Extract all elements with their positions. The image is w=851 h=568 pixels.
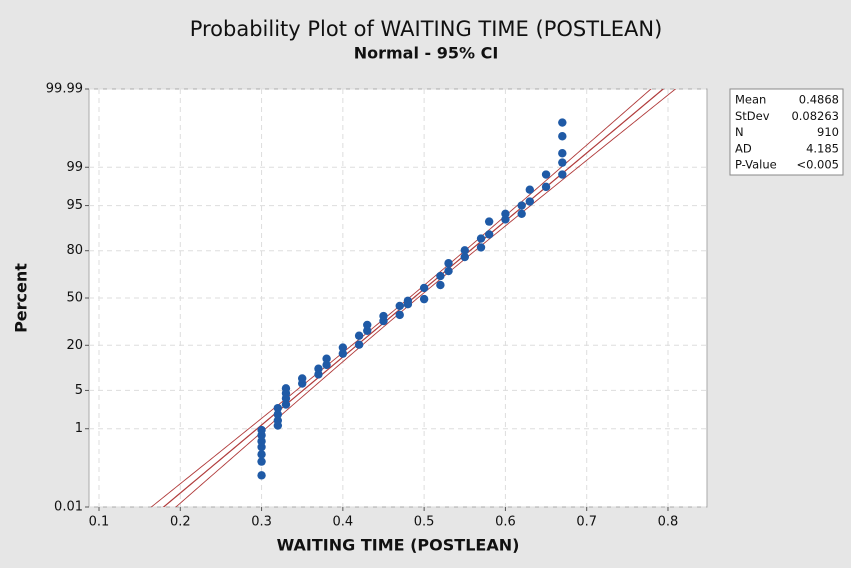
x-tick-label: 0.7	[576, 515, 597, 530]
y-tick-label: 1	[75, 421, 83, 436]
data-point	[476, 243, 486, 252]
data-point	[436, 271, 445, 281]
x-tick-label: 0.4	[333, 515, 354, 530]
data-point	[476, 234, 486, 243]
data-point	[517, 201, 526, 210]
data-point	[338, 343, 348, 352]
y-tick-label: 95	[66, 198, 83, 213]
chart-title: Probability Plot of WAITING TIME (POSTLE…	[190, 17, 663, 41]
data-point	[444, 266, 453, 276]
data-point	[395, 310, 404, 320]
plot-layer	[150, 89, 677, 507]
chart-subtitle: Normal - 95% CI	[354, 44, 499, 63]
x-tick-label: 0.2	[170, 515, 191, 530]
data-point	[363, 320, 372, 330]
stats-box	[729, 88, 844, 176]
data-point	[558, 158, 567, 167]
data-point	[273, 410, 283, 419]
data-point	[525, 197, 535, 206]
data-point	[257, 450, 266, 459]
data-point	[257, 457, 266, 466]
y-tick-label: 80	[66, 243, 83, 258]
x-tick-label: 0.3	[251, 515, 272, 530]
data-point	[281, 384, 291, 393]
data-point	[395, 301, 404, 311]
data-point	[517, 209, 526, 218]
data-point	[541, 170, 551, 179]
y-tick-label: 99.99	[46, 82, 83, 97]
data-point	[541, 182, 551, 192]
data-point	[281, 400, 291, 409]
data-point	[257, 442, 266, 452]
data-point	[322, 354, 331, 363]
data-point	[436, 280, 445, 290]
stat-value: <0.005	[796, 158, 839, 172]
data-point	[460, 246, 469, 255]
stat-label: N	[735, 125, 744, 139]
data-point	[419, 283, 429, 293]
y-tick-label: 0.01	[54, 500, 83, 515]
data-point	[354, 340, 364, 349]
y-tick-label: 20	[66, 338, 83, 353]
x-tick-label: 0.8	[658, 515, 679, 530]
data-point	[314, 364, 323, 373]
data-point	[379, 311, 388, 321]
stat-label: AD	[735, 141, 752, 155]
stat-value: 0.4868	[799, 93, 839, 107]
stat-label: Mean	[735, 93, 766, 107]
data-point	[444, 259, 453, 268]
fit-line	[162, 89, 665, 507]
data-point	[257, 437, 266, 446]
data-point	[273, 403, 283, 413]
data-point	[298, 374, 307, 383]
data-point	[363, 326, 372, 335]
data-point	[338, 349, 348, 358]
y-tick-label: 99	[66, 160, 83, 175]
data-point	[419, 294, 429, 304]
stat-label: StDev	[735, 109, 770, 123]
data-point	[558, 132, 567, 141]
data-point	[525, 185, 535, 194]
data-point	[484, 217, 494, 226]
data-point	[558, 118, 567, 127]
y-tick-label: 50	[66, 291, 83, 306]
data-point	[484, 230, 494, 239]
x-tick-label: 0.1	[89, 515, 110, 530]
x-tick-label: 0.6	[495, 515, 516, 530]
data-point	[403, 296, 413, 306]
x-tick-label: 0.5	[414, 515, 435, 530]
stat-value: 4.185	[806, 141, 839, 155]
data-point	[322, 360, 331, 370]
ci-upper	[175, 89, 677, 507]
stat-label: P-Value	[735, 158, 777, 172]
x-axis-label: WAITING TIME (POSTLEAN)	[277, 536, 520, 555]
data-point	[501, 209, 510, 218]
data-point	[257, 425, 266, 435]
y-axis-label: Percent	[12, 263, 31, 333]
data-point	[460, 252, 469, 262]
data-point	[354, 331, 364, 340]
data-point	[257, 471, 266, 480]
y-tick-label: 5	[75, 383, 83, 398]
stat-value: 910	[817, 125, 839, 139]
data-point	[558, 149, 567, 158]
data-point	[273, 416, 283, 425]
data-point	[558, 170, 567, 179]
stat-value: 0.08263	[791, 109, 839, 123]
